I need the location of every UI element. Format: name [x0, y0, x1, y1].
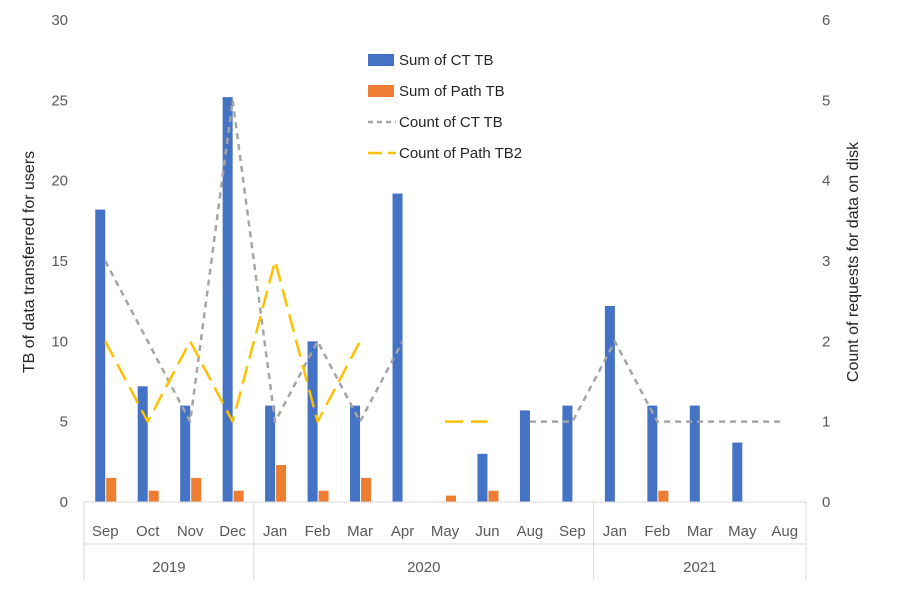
ct-bar-5 — [307, 341, 318, 502]
x-tick-label-9: Jun — [475, 523, 499, 540]
y-tick-label-4: 20 — [51, 173, 68, 190]
x-tick-label-4: Jan — [263, 523, 287, 540]
x-tick-label-0: Sep — [92, 523, 119, 540]
x-tick-label-2: Nov — [177, 523, 204, 540]
ct-bar-2 — [180, 405, 191, 502]
ct-bar-7 — [392, 193, 403, 502]
path-bar-3 — [233, 490, 244, 502]
path-bar-8 — [446, 495, 456, 502]
ct-bar-4 — [265, 405, 276, 502]
bars-layer — [95, 97, 743, 503]
lines-layer — [104, 99, 785, 423]
legend-label-1: Sum of Path TB — [399, 83, 505, 100]
x-tick-label-13: Feb — [644, 523, 670, 540]
y-tick-label-6: 30 — [51, 12, 68, 29]
legend-swatch-1 — [368, 85, 394, 97]
x-tick-label-5: Feb — [305, 523, 331, 540]
count-ct-line-1 — [529, 340, 785, 423]
legend-label-3: Count of Path TB2 — [399, 145, 522, 162]
legend-swatch-0 — [368, 54, 394, 66]
x-tick-label-11: Sep — [559, 523, 586, 540]
y2-tick-label-0: 0 — [822, 494, 830, 511]
y-tick-label-3: 15 — [51, 253, 68, 270]
ct-bar-15 — [732, 442, 743, 502]
ct-bar-0 — [95, 209, 106, 502]
x-tick-label-12: Jan — [603, 523, 627, 540]
y2-axis-title: Count of requests for data on disk — [845, 141, 862, 382]
count-ct-line-0 — [104, 99, 404, 423]
y-tick-label-5: 25 — [51, 92, 68, 109]
x-tick-label-14: Mar — [687, 523, 713, 540]
x-tick-label-16: Aug — [771, 523, 798, 540]
y2-tick-label-6: 6 — [822, 12, 830, 29]
ct-bar-12 — [604, 305, 615, 502]
legend-label-2: Count of CT TB — [399, 114, 503, 131]
path-bar-1 — [148, 490, 159, 502]
year-label-0: 2019 — [152, 559, 185, 576]
path-bar-13 — [658, 490, 669, 502]
path-bar-6 — [361, 477, 372, 502]
ct-bar-10 — [519, 410, 530, 502]
ct-bar-3 — [222, 97, 233, 503]
x-tick-label-7: Apr — [391, 523, 414, 540]
path-bar-5 — [318, 490, 329, 502]
legend-label-0: Sum of CT TB — [399, 52, 493, 69]
ct-bar-6 — [350, 405, 361, 502]
ct-bar-11 — [562, 405, 573, 502]
ct-bar-14 — [689, 405, 700, 502]
x-tick-label-10: Aug — [517, 523, 544, 540]
path-bar-0 — [106, 477, 117, 502]
y2-tick-label-1: 1 — [822, 414, 830, 431]
x-tick-label-8: May — [431, 523, 460, 540]
path-bar-2 — [191, 477, 202, 502]
ct-bar-13 — [647, 405, 658, 502]
y2-tick-label-3: 3 — [822, 253, 830, 270]
x-tick-label-1: Oct — [136, 523, 160, 540]
y2-tick-label-5: 5 — [822, 92, 830, 109]
ct-bar-9 — [477, 453, 488, 502]
count-path-line-0 — [104, 259, 362, 423]
x-tick-label-15: May — [728, 523, 757, 540]
y-axis-title: TB of data transferred for users — [21, 151, 38, 373]
axes-layer: 0 5 10 15 20 25 30 0 1 2 3 4 5 6 Sep Oct Nov Dec Jan Feb Mar… — [51, 12, 830, 580]
year-label-1: 2020 — [407, 559, 440, 576]
x-tick-label-6: Mar — [347, 523, 373, 540]
path-bar-9 — [488, 490, 499, 502]
ct-bar-1 — [137, 386, 148, 502]
path-bar-4 — [276, 465, 287, 502]
legend: Sum of CT TB Sum of Path TB Count of CT TB… — [368, 52, 522, 162]
y-tick-label-2: 10 — [51, 333, 68, 350]
y-tick-label-1: 5 — [60, 414, 68, 431]
y2-tick-label-4: 4 — [822, 173, 830, 190]
y2-tick-label-2: 2 — [822, 333, 830, 350]
x-tick-label-3: Dec — [219, 523, 246, 540]
y-tick-label-0: 0 — [60, 494, 68, 511]
year-label-2: 2021 — [683, 559, 716, 576]
